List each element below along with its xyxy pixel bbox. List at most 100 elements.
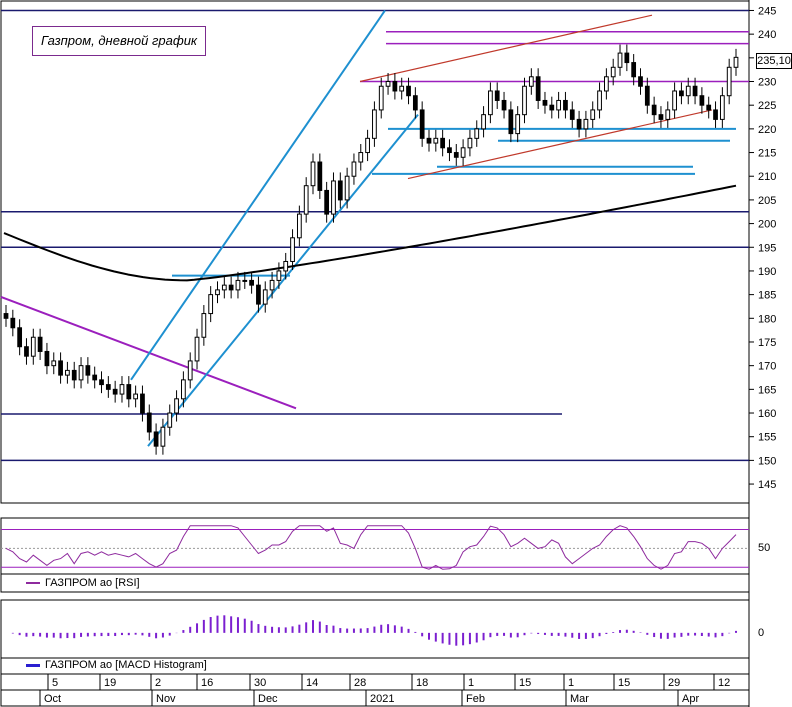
- candle-body: [228, 284, 234, 291]
- candle-body: [679, 90, 684, 97]
- macd-legend: ГАЗПРОМ ao [MACD Histogram]: [26, 659, 207, 671]
- candle-body: [672, 90, 677, 111]
- price-tick-label: 170: [758, 361, 776, 373]
- candle-body: [153, 431, 159, 447]
- candle-body: [337, 180, 343, 201]
- candle-body: [719, 95, 725, 120]
- day-tick-label: 1: [468, 677, 474, 689]
- day-tick-label: 29: [668, 677, 680, 689]
- candle-body: [112, 388, 118, 395]
- horizontal-levels: [1, 9, 749, 462]
- candle-body: [515, 114, 521, 135]
- candle-body: [399, 85, 405, 92]
- candle-body: [276, 270, 282, 281]
- channel-upper-line: [130, 9, 386, 381]
- macd-legend-swatch: [26, 663, 40, 667]
- day-tick-label: 5: [52, 677, 58, 689]
- candle-body: [597, 90, 602, 111]
- candle-body: [617, 52, 623, 68]
- day-tick-label: 18: [416, 677, 428, 689]
- candle-body: [160, 426, 166, 447]
- candle-body: [99, 379, 104, 386]
- price-tick-label: 180: [758, 313, 776, 325]
- candle-body: [242, 279, 248, 282]
- candle-body: [324, 189, 330, 215]
- candle-body: [44, 350, 50, 367]
- candle-body: [24, 346, 29, 357]
- candle-body: [331, 180, 336, 215]
- candle-body: [372, 109, 377, 139]
- candle-body: [447, 147, 452, 154]
- candle-body: [412, 95, 418, 111]
- candle-body: [310, 161, 316, 187]
- candle-body: [290, 237, 295, 262]
- x-axis-month-band: [0, 689, 750, 707]
- day-tick-label: 12: [718, 677, 730, 689]
- candle-body: [590, 109, 596, 120]
- price-tick-label: 220: [758, 124, 776, 136]
- day-tick-label: 15: [519, 677, 531, 689]
- candle-body: [283, 260, 289, 272]
- candle-body: [181, 379, 186, 400]
- moving-average: [3, 184, 737, 282]
- day-tick-label: 19: [104, 677, 116, 689]
- price-tick-label: 185: [758, 290, 776, 302]
- candle-body: [385, 81, 391, 87]
- price-tick-label: 175: [758, 337, 776, 349]
- candle-body: [119, 384, 125, 395]
- candle-body: [344, 175, 350, 201]
- price-tick-label: 195: [758, 242, 776, 254]
- x-axis-labels: 5 19 2 16 30 14 28 18 1 15 1 15 29 12 Oct Nov Dec 2021 Feb…: [39, 674, 730, 706]
- candle-body: [624, 52, 630, 64]
- price-tick-label: 245: [758, 5, 776, 17]
- candle-body: [453, 152, 459, 158]
- rsi-tick-50: 50: [758, 542, 770, 554]
- candle-body: [71, 369, 77, 381]
- candle-body: [658, 114, 664, 120]
- candle-body: [481, 114, 486, 130]
- candle-body: [706, 104, 712, 111]
- price-axis-ticks: 145 150 155 160 165 170 175 180 185 190 195 200 205 2…: [749, 5, 776, 491]
- macd-histogram: [11, 615, 737, 646]
- candle-body: [733, 56, 739, 68]
- candle-body: [474, 128, 480, 139]
- candle-body: [638, 76, 643, 87]
- candle-body: [522, 85, 527, 116]
- candle-body: [10, 317, 16, 329]
- candle-body: [426, 137, 432, 144]
- rsi-legend-bar: [0, 573, 750, 593]
- candle-body: [167, 412, 173, 428]
- channel-lower-line: [147, 114, 419, 447]
- candle-body: [692, 85, 698, 97]
- price-tick-label: 225: [758, 100, 776, 112]
- price-tick-label: 165: [758, 384, 776, 396]
- candle-body: [651, 104, 657, 116]
- candle-body: [494, 90, 500, 101]
- candle-body: [528, 76, 534, 87]
- month-tick-label: Mar: [570, 693, 589, 705]
- candle-body: [549, 104, 555, 111]
- candle-body: [30, 336, 36, 357]
- price-tick-label: 200: [758, 219, 776, 231]
- rsi-panel-frame: [0, 517, 750, 575]
- candle-body: [140, 393, 145, 414]
- candle-body: [508, 109, 514, 135]
- candle-body: [256, 284, 261, 305]
- month-tick-label: Apr: [682, 693, 699, 705]
- moving-average-line: [3, 184, 737, 282]
- price-tick-label: 190: [758, 266, 776, 278]
- candle-body: [303, 185, 309, 215]
- candle-body: [133, 393, 139, 400]
- price-tick-label: 215: [758, 148, 776, 160]
- candle-body: [208, 294, 214, 315]
- candle-body: [126, 384, 132, 400]
- price-tick-label: 155: [758, 432, 776, 444]
- candle-body: [603, 76, 609, 92]
- candle-body: [37, 336, 43, 352]
- candle-body: [146, 412, 152, 433]
- candle-body: [699, 95, 705, 106]
- rsi-line: [5, 525, 737, 570]
- candle-body: [535, 76, 541, 101]
- candle-body: [467, 137, 473, 149]
- day-tick-label: 16: [201, 677, 213, 689]
